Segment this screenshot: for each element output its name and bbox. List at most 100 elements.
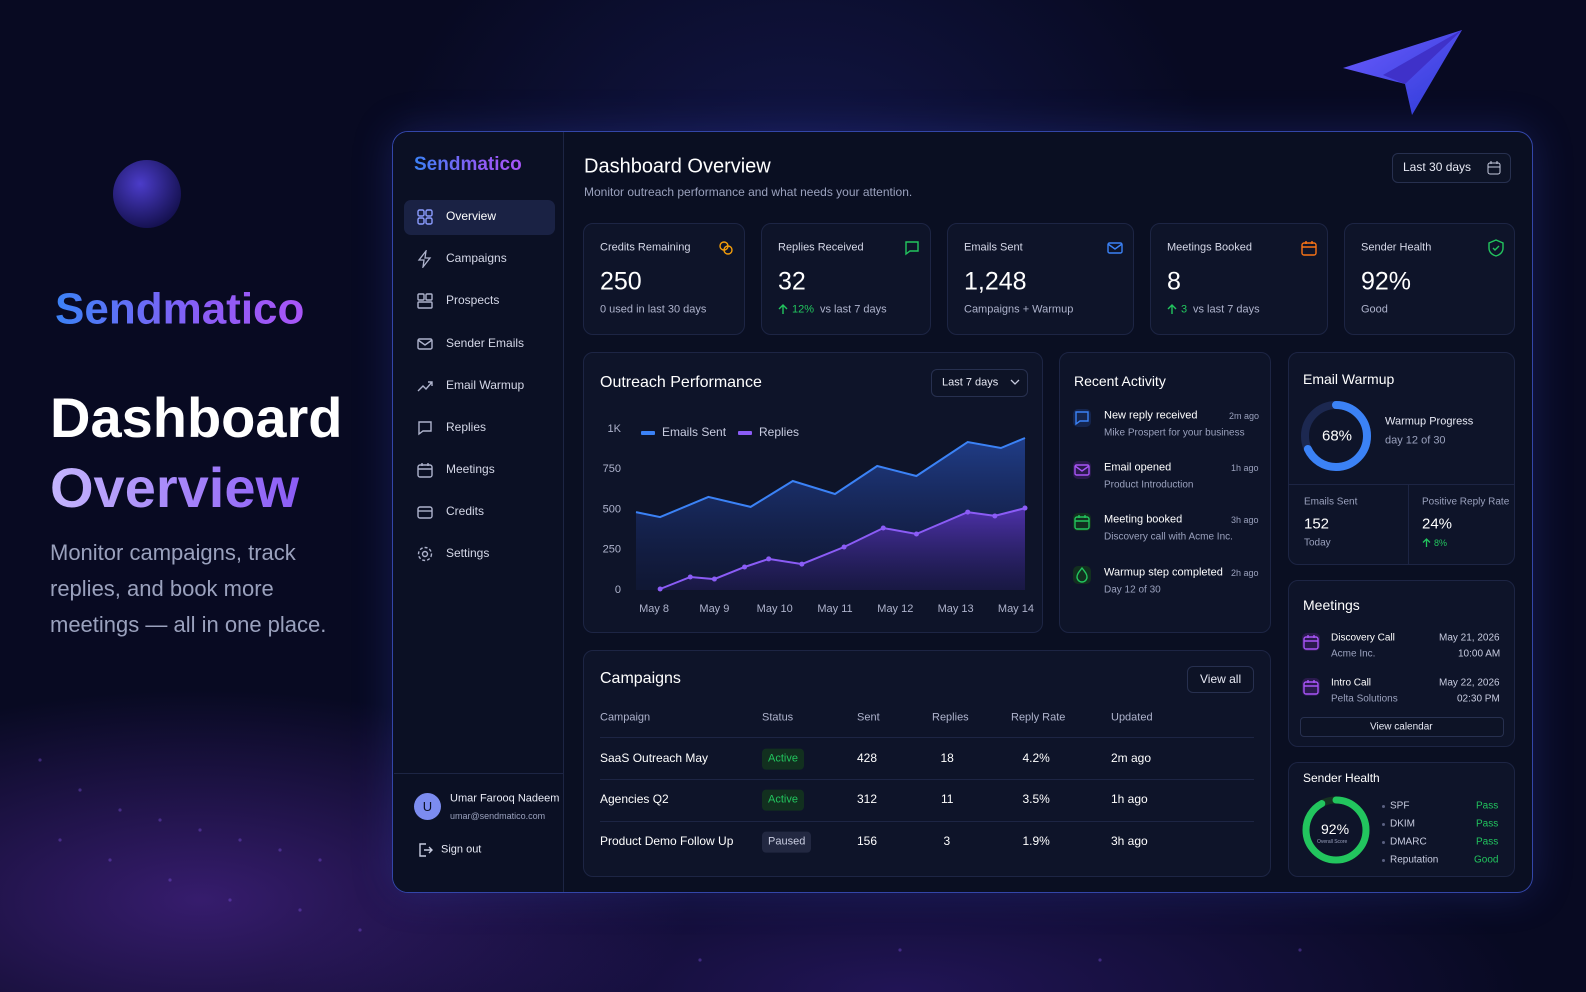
view-calendar-button[interactable] bbox=[1300, 717, 1504, 737]
activity-detail: Product Introduction bbox=[1104, 479, 1194, 491]
icon bbox=[1073, 409, 1091, 427]
column-header: Sent bbox=[857, 711, 880, 724]
point bbox=[711, 576, 717, 582]
meeting-title: Intro Call bbox=[1331, 677, 1372, 689]
status-badge: Paused bbox=[762, 831, 812, 853]
legend-label: Emails Sent bbox=[662, 425, 727, 439]
nav-item[interactable]: Meetings bbox=[446, 462, 495, 477]
activity-time: 2h ago bbox=[1231, 567, 1259, 578]
view-all-button[interactable] bbox=[1187, 666, 1254, 693]
cell: 2m ago bbox=[1111, 751, 1152, 766]
nav-item[interactable]: Prospects bbox=[446, 293, 500, 308]
icon bbox=[417, 209, 433, 225]
warmup-progress-note: day 12 of 30 bbox=[1385, 434, 1446, 447]
bullet bbox=[1382, 859, 1385, 862]
user-name: Umar Farooq Nadeem bbox=[450, 792, 560, 805]
nav-item[interactable]: Email Warmup bbox=[446, 378, 525, 393]
chart-range[interactable]: Last 7 days bbox=[942, 376, 999, 389]
stat-label: Replies Received bbox=[778, 241, 864, 254]
stat-value: 8 bbox=[1167, 267, 1181, 296]
check-result: Good bbox=[1474, 854, 1499, 866]
y-tick-label: 500 bbox=[603, 503, 621, 515]
stat-label: Sender Health bbox=[1361, 241, 1432, 254]
hero-title: Overview bbox=[50, 455, 300, 519]
cell: 1.9% bbox=[1022, 834, 1050, 849]
chart: 0 250 500 750 1K May 8 May 9 May 10 May 11 May 12… bbox=[603, 423, 1034, 615]
view-all[interactable]: View all bbox=[1200, 672, 1242, 687]
line bbox=[659, 507, 1026, 590]
icon bbox=[1301, 241, 1317, 256]
y-tick-label: 250 bbox=[603, 544, 621, 556]
nav-item[interactable]: Sender Emails bbox=[446, 336, 525, 351]
nav-item[interactable]: Settings bbox=[446, 546, 490, 561]
stat-note: vs last 7 days bbox=[1193, 303, 1260, 316]
icon bbox=[417, 381, 433, 392]
point bbox=[1022, 505, 1028, 511]
nav-item[interactable]: Campaigns bbox=[446, 251, 507, 266]
sender-health-title: Sender Health bbox=[1303, 771, 1380, 786]
bullet bbox=[1382, 841, 1385, 844]
icon bbox=[1488, 239, 1504, 257]
y-tick-label: 0 bbox=[615, 584, 621, 596]
stat-value: 32 bbox=[778, 267, 806, 296]
divider bbox=[1408, 485, 1409, 564]
nav-item[interactable]: Credits bbox=[446, 504, 485, 519]
status-badge: Active bbox=[762, 789, 804, 811]
stat-label: Credits Remaining bbox=[600, 241, 691, 254]
sign-out[interactable]: Sign out bbox=[441, 843, 482, 856]
nav-item[interactable]: Replies bbox=[446, 420, 487, 435]
status-badge: Active bbox=[762, 748, 804, 770]
column-header: Campaign bbox=[600, 711, 651, 724]
cell: Product Demo Follow Up bbox=[600, 834, 734, 849]
check-name: Reputation bbox=[1390, 854, 1439, 866]
page-subtitle: Monitor outreach performance and what ne… bbox=[584, 185, 913, 200]
y-tick-label: 1K bbox=[608, 423, 622, 435]
activity-detail: Mike Prospert for your business bbox=[1104, 427, 1245, 439]
chevron bbox=[1010, 379, 1020, 385]
up-arrow bbox=[1422, 538, 1431, 547]
chart-range-button[interactable] bbox=[931, 369, 1028, 397]
meeting-company: Pelta Solutions bbox=[1331, 693, 1398, 705]
view-calendar[interactable]: View calendar bbox=[1370, 721, 1433, 733]
y-tick-label: 750 bbox=[603, 463, 621, 475]
metric-change: 8% bbox=[1434, 537, 1448, 548]
nav-item[interactable]: Overview bbox=[446, 209, 497, 224]
point bbox=[965, 509, 971, 515]
page-title: Dashboard Overview bbox=[584, 155, 771, 178]
cell: 11 bbox=[941, 792, 954, 807]
metric-value: 24% bbox=[1422, 515, 1453, 533]
icon bbox=[417, 546, 433, 562]
icon bbox=[417, 293, 433, 309]
meeting-title: Discovery Call bbox=[1331, 632, 1395, 644]
activity-title: Email opened bbox=[1104, 461, 1172, 474]
stat-card bbox=[761, 223, 931, 335]
date-range-button[interactable] bbox=[1392, 153, 1511, 183]
area bbox=[660, 508, 1025, 590]
line bbox=[635, 437, 1026, 519]
point bbox=[880, 525, 886, 531]
x-tick-label: May 12 bbox=[877, 603, 913, 615]
stat-value: 92% bbox=[1361, 267, 1412, 296]
point bbox=[799, 561, 805, 567]
stat-card bbox=[1344, 223, 1515, 335]
x-tick-label: May 8 bbox=[639, 603, 669, 615]
up-arrow bbox=[1167, 304, 1177, 314]
avatar[interactable]: U bbox=[414, 793, 441, 820]
divider bbox=[394, 773, 564, 774]
stat-note: vs last 7 days bbox=[820, 303, 887, 316]
divider bbox=[600, 779, 1254, 780]
x-tick-label: May 14 bbox=[998, 603, 1034, 615]
cell: 3h ago bbox=[1111, 834, 1148, 849]
campaigns-title: Campaigns bbox=[600, 669, 681, 687]
point bbox=[766, 556, 772, 562]
sidebar bbox=[393, 132, 564, 892]
hero-title: Dashboard bbox=[50, 385, 343, 449]
column-header: Reply Rate bbox=[1011, 711, 1066, 724]
icon bbox=[417, 463, 433, 478]
icon bbox=[1073, 566, 1091, 584]
icon bbox=[417, 338, 433, 350]
cell: SaaS Outreach May bbox=[600, 751, 709, 766]
hero-subtitle: Monitor campaigns, track replies, and bo… bbox=[50, 540, 327, 637]
column-header: Replies bbox=[932, 711, 969, 724]
date-range[interactable]: Last 30 days bbox=[1403, 160, 1472, 175]
